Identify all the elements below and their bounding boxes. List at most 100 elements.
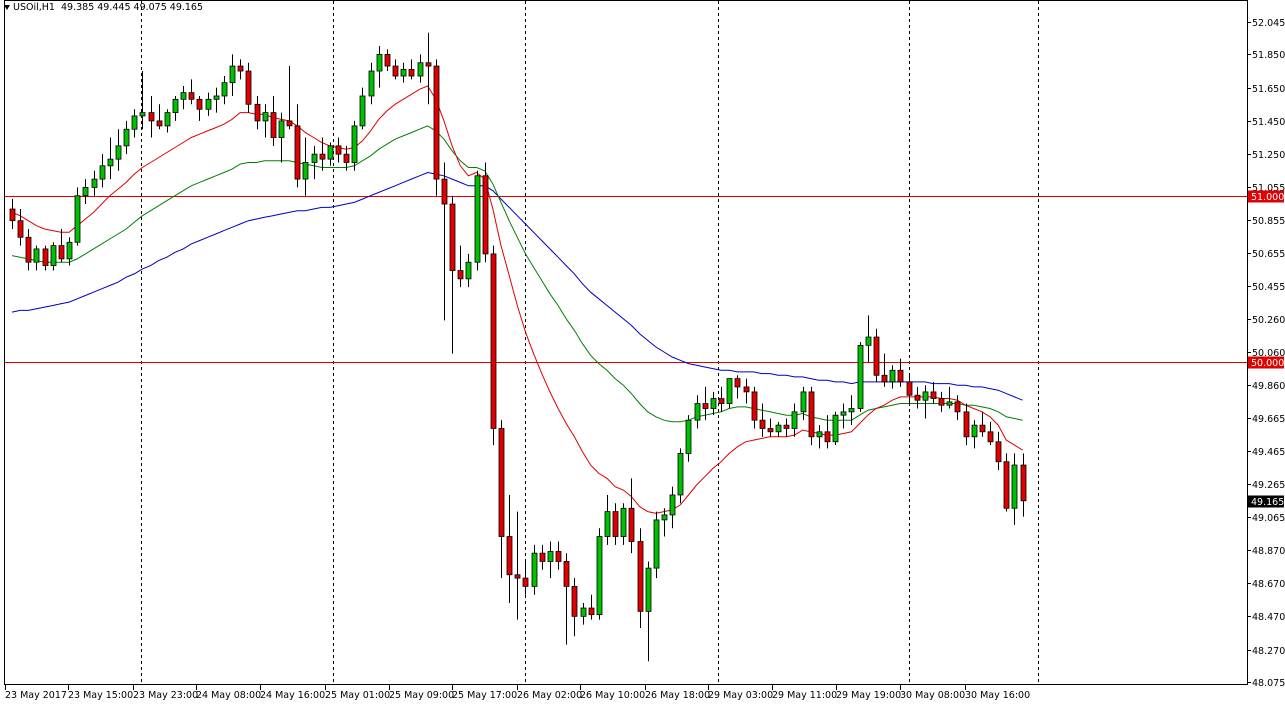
candle xyxy=(222,76,227,104)
candle-body xyxy=(817,432,822,437)
chart-frame xyxy=(5,1,1248,685)
candle-body xyxy=(26,237,31,262)
candle-body xyxy=(784,425,789,428)
price-tick-label: 50.855 xyxy=(1252,216,1285,227)
price-tick-label: 48.075 xyxy=(1252,678,1285,689)
candle xyxy=(108,138,113,180)
candle xyxy=(157,104,162,129)
price-tick-label: 50.260 xyxy=(1252,315,1285,326)
candle xyxy=(92,171,97,196)
hline-price-label: 50.000 xyxy=(1251,358,1284,369)
candle-body xyxy=(344,154,349,162)
candle-body xyxy=(744,387,749,392)
candle-body xyxy=(434,66,439,179)
candle xyxy=(939,392,944,412)
candle-body xyxy=(442,179,447,204)
price-tick-label: 49.860 xyxy=(1252,381,1285,392)
candle-body xyxy=(181,93,186,100)
candle-body xyxy=(809,392,814,437)
candle xyxy=(466,254,471,287)
candle-body xyxy=(907,382,912,395)
candle xyxy=(189,79,194,104)
candle xyxy=(336,138,341,163)
candle-body xyxy=(686,420,691,453)
candle-body xyxy=(727,379,732,404)
candle-body xyxy=(564,561,569,586)
candle xyxy=(727,379,732,409)
candle-body xyxy=(303,162,308,179)
candle xyxy=(817,425,822,448)
candle-body xyxy=(100,166,105,179)
candle xyxy=(83,179,88,204)
price-tick-label: 49.265 xyxy=(1252,480,1285,491)
time-label: 23 May 15:00 xyxy=(68,690,133,701)
candle-body xyxy=(532,553,537,586)
candle xyxy=(303,138,308,196)
candle-body xyxy=(858,345,863,408)
candle xyxy=(206,93,211,116)
candle-body xyxy=(83,187,88,195)
candle xyxy=(833,412,838,445)
time-label: 30 May 08:00 xyxy=(900,690,965,701)
candle-body xyxy=(222,83,227,96)
candle-body xyxy=(915,395,920,400)
price-tick-label: 51.250 xyxy=(1252,150,1285,161)
candle-body xyxy=(996,442,1001,462)
price-tick-label: 51.450 xyxy=(1252,117,1285,128)
candle xyxy=(507,495,512,603)
candle-body xyxy=(849,409,854,412)
candle xyxy=(116,129,121,171)
candle-body xyxy=(409,69,414,76)
candle xyxy=(26,229,31,271)
candle xyxy=(841,404,846,429)
candle-body xyxy=(923,392,928,400)
candle-body xyxy=(556,551,561,561)
candle-body xyxy=(206,99,211,109)
candle xyxy=(409,59,414,79)
candle xyxy=(621,503,626,545)
current-price-label: 49.165 xyxy=(1251,497,1284,508)
candle-body xyxy=(108,159,113,166)
candle xyxy=(646,561,651,661)
price-tick-label: 50.455 xyxy=(1252,282,1285,293)
candle-body xyxy=(458,271,463,279)
candle xyxy=(1012,453,1017,524)
candle-body xyxy=(271,113,276,138)
time-label: 29 May 19:00 xyxy=(836,690,901,701)
candle xyxy=(132,109,137,137)
candle-body xyxy=(385,54,390,66)
candle xyxy=(271,96,276,146)
candle-body xyxy=(475,176,480,262)
time-label: 24 May 08:00 xyxy=(196,690,261,701)
candle xyxy=(955,395,960,420)
candle-body xyxy=(670,495,675,515)
candle xyxy=(964,404,969,446)
candle-body xyxy=(401,69,406,76)
candle-body xyxy=(352,126,357,163)
candle xyxy=(760,404,765,437)
candle-body xyxy=(613,512,618,537)
candle-body xyxy=(866,337,871,345)
ma-mid-line xyxy=(12,126,1023,422)
price-tick-label: 48.870 xyxy=(1252,546,1285,557)
price-tick-label: 51.850 xyxy=(1252,50,1285,61)
candle-body xyxy=(426,63,431,66)
moving-averages xyxy=(12,86,1023,513)
horizontal-lines[interactable] xyxy=(5,197,1247,363)
candle xyxy=(51,242,56,270)
candle xyxy=(491,246,496,445)
candle xyxy=(499,420,504,578)
candle-body xyxy=(67,242,72,259)
price-tick-label: 49.465 xyxy=(1252,447,1285,458)
time-label: 26 May 18:00 xyxy=(645,690,710,701)
candle-body xyxy=(955,402,960,412)
candle-body xyxy=(752,392,757,420)
price-tick-label: 48.270 xyxy=(1252,646,1285,657)
candle-body xyxy=(230,66,235,83)
candle-body xyxy=(621,508,626,536)
candle-body xyxy=(841,412,846,415)
candle-body xyxy=(523,578,528,586)
candle-body xyxy=(287,121,292,126)
candle-body xyxy=(246,71,251,104)
